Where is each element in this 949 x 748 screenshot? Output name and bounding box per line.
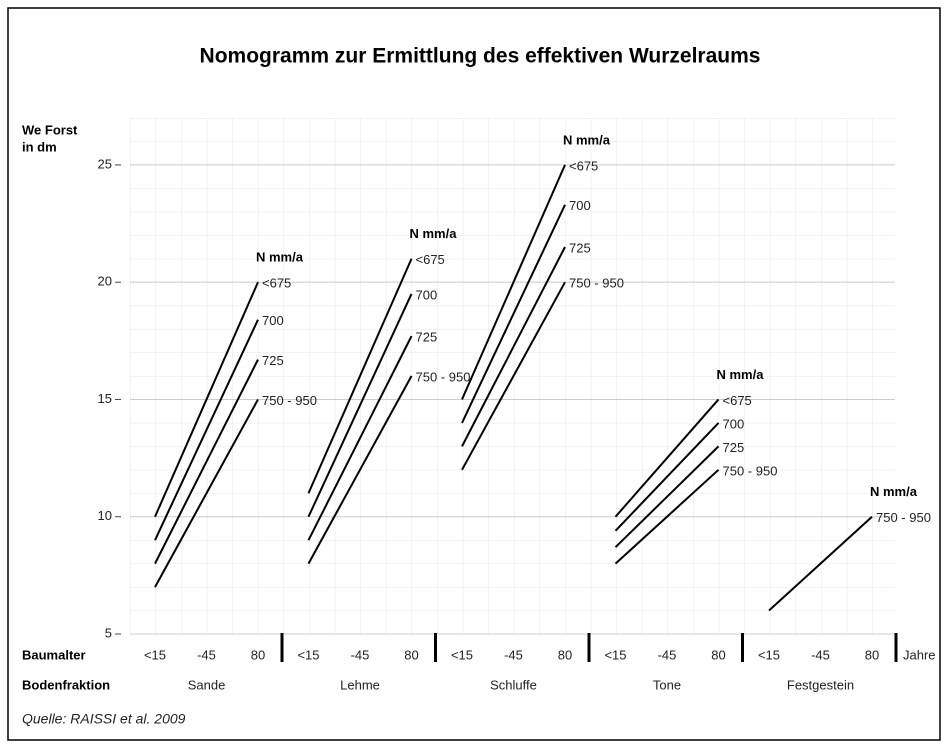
x-tick-label: -45 xyxy=(197,647,216,662)
series-line xyxy=(461,204,566,424)
x-tick-label: -45 xyxy=(811,647,830,662)
y-axis-label: We Forst xyxy=(22,122,78,137)
x-axis-label: Baumalter xyxy=(22,647,86,662)
x-tick-label: 80 xyxy=(558,647,572,662)
series-line xyxy=(307,293,413,518)
series-line xyxy=(461,246,566,447)
x-unit: Jahre xyxy=(903,647,936,662)
y-tick-label: 15 xyxy=(98,391,112,406)
series-label: 700 xyxy=(416,287,438,302)
x-tick-label: <15 xyxy=(604,647,626,662)
series-line xyxy=(614,469,720,565)
source: Quelle: RAISSI et al. 2009 xyxy=(22,711,186,727)
series-label: 725 xyxy=(723,440,745,455)
x-tick-label: <15 xyxy=(758,647,780,662)
x-tick-label: 80 xyxy=(251,647,265,662)
series-line xyxy=(154,319,259,541)
series-label: 750 - 950 xyxy=(262,393,317,408)
series-line xyxy=(307,375,413,565)
group-label: Bodenfraktion xyxy=(22,677,110,692)
series-label: 750 - 950 xyxy=(723,463,778,478)
series-label: 750 - 950 xyxy=(569,276,624,291)
y-axis-label: in dm xyxy=(22,139,57,154)
x-tick-label: 80 xyxy=(865,647,879,662)
x-tick-label: 80 xyxy=(711,647,725,662)
group-name: Tone xyxy=(653,677,681,692)
series-label: 750 - 950 xyxy=(416,369,471,384)
x-tick-label: -45 xyxy=(351,647,370,662)
x-tick-label: -45 xyxy=(658,647,677,662)
series-line xyxy=(154,359,259,565)
series-line xyxy=(154,281,259,518)
series-line xyxy=(307,258,413,494)
group-name: Schluffe xyxy=(490,677,537,692)
series-line xyxy=(768,515,873,612)
group-name: Sande xyxy=(188,677,226,692)
series-label: 700 xyxy=(723,416,745,431)
legend-title: N mm/a xyxy=(870,484,918,499)
series-label: 725 xyxy=(262,353,284,368)
legend-title: N mm/a xyxy=(410,226,458,241)
x-tick-label: <15 xyxy=(297,647,319,662)
series-label: <675 xyxy=(416,252,445,267)
legend-title: N mm/a xyxy=(717,367,765,382)
series-line xyxy=(154,398,259,588)
legend-title: N mm/a xyxy=(563,132,611,147)
group-name: Lehme xyxy=(340,677,380,692)
series-line xyxy=(614,445,720,548)
y-tick-label: 10 xyxy=(98,508,112,523)
legend-title: N mm/a xyxy=(256,250,304,265)
series-line xyxy=(614,422,720,532)
series-label: 700 xyxy=(569,198,591,213)
group-name: Festgestein xyxy=(787,677,854,692)
y-tick-label: 5 xyxy=(105,625,112,640)
x-tick-label: -45 xyxy=(504,647,523,662)
x-tick-label: <15 xyxy=(144,647,166,662)
y-tick-label: 25 xyxy=(98,156,112,171)
series-label: <675 xyxy=(569,158,598,173)
series-label: 725 xyxy=(416,330,438,345)
series-line xyxy=(461,281,566,471)
series-label: <675 xyxy=(262,276,291,291)
series-line xyxy=(307,335,413,541)
x-tick-label: <15 xyxy=(451,647,473,662)
series-label: <675 xyxy=(723,393,752,408)
series-line xyxy=(461,164,566,400)
chart-title: Nomogramm zur Ermittlung des effektiven … xyxy=(200,45,761,68)
series-label: 725 xyxy=(569,240,591,255)
y-tick-label: 20 xyxy=(98,274,112,289)
series-line xyxy=(614,398,720,518)
series-label: 700 xyxy=(262,313,284,328)
x-tick-label: 80 xyxy=(404,647,418,662)
series-label: 750 - 950 xyxy=(876,510,931,525)
